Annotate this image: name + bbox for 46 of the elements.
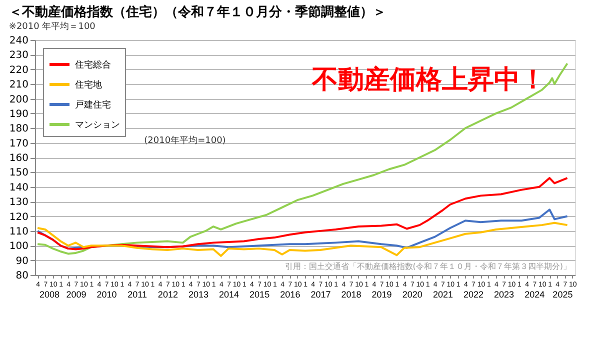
y-tick-label: 140 <box>9 182 28 194</box>
x2-tick-label: 2018 <box>341 290 362 300</box>
y-tick-label: 90 <box>16 256 28 267</box>
y-tick-label: 240 <box>9 36 28 46</box>
y-tick-label: 170 <box>9 138 28 150</box>
x2-tick-label: 2022 <box>463 290 484 300</box>
annotation: (2010年平均=100) <box>144 135 226 146</box>
y-tick-label: 80 <box>16 270 28 282</box>
x2-tick-label: 2025 <box>552 290 573 300</box>
x2-tick-label: 2014 <box>219 290 240 300</box>
y-tick-label: 120 <box>9 212 28 223</box>
x2-tick-label: 2017 <box>310 290 331 300</box>
x2-tick-label: 2009 <box>66 290 86 300</box>
x2-tick-label: 2011 <box>128 290 148 300</box>
chart-title: ＜不動産価格指数（住宅）（令和７年１０月分・季節調整値）＞ <box>8 4 386 20</box>
annotation: 不動産価格上昇中！ <box>311 64 546 95</box>
x2-tick-label: 2021 <box>432 290 453 300</box>
x2-tick-label: 2019 <box>372 290 392 300</box>
legend-label: 住宅地 <box>75 80 102 90</box>
x2-tick-label: 2012 <box>158 290 178 300</box>
x2-tick-label: 2010 <box>96 290 117 300</box>
x2-tick-label: 2016 <box>280 290 300 300</box>
y-tick-label: 230 <box>9 50 28 62</box>
x2-tick-label: 2023 <box>494 290 514 300</box>
x2-tick-label: 2020 <box>402 290 422 300</box>
y-tick-label: 180 <box>9 124 28 135</box>
y-tick-label: 200 <box>9 94 28 106</box>
y-tick-label: 190 <box>9 108 28 120</box>
y-tick-label: 100 <box>9 241 28 252</box>
legend-label: マンション <box>75 120 120 130</box>
annotation: 引用：国土交通省「不動産価格指数(令和７年１０月・令和７年第３四半期分)」 <box>284 262 571 271</box>
y-tick-label: 150 <box>9 168 28 179</box>
legend-label: 戸建住宅 <box>75 100 111 110</box>
x2-tick-label: 2008 <box>40 290 60 300</box>
x2-tick-label: 2015 <box>250 290 270 300</box>
y-tick-label: 110 <box>9 226 28 238</box>
x2-tick-label: 2024 <box>524 290 545 300</box>
chart-subtitle: ※2010 年平均＝100 <box>8 21 96 32</box>
x2-tick-label: 2013 <box>188 290 209 300</box>
y-tick-label: 160 <box>9 153 28 164</box>
y-tick-label: 210 <box>9 80 28 91</box>
line-series <box>36 222 568 257</box>
line-series <box>36 177 568 250</box>
y-tick-label: 130 <box>9 197 28 208</box>
y-tick-label: 220 <box>9 64 28 76</box>
legend-label: 住宅総合 <box>75 60 111 70</box>
